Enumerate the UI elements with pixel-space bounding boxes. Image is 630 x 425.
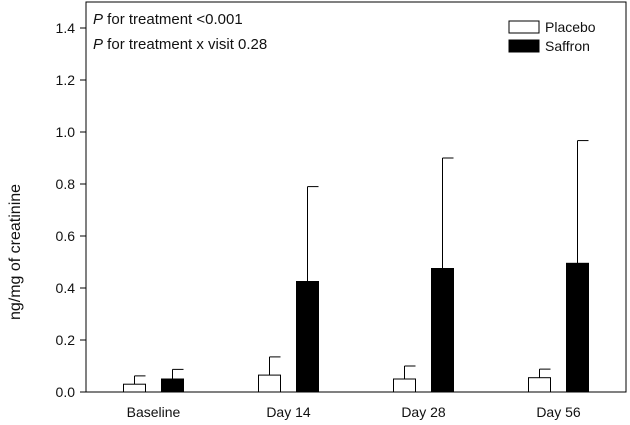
- y-tick-label: 1.4: [56, 20, 76, 36]
- legend-swatch-placebo: [508, 20, 540, 34]
- legend-label-saffron: Saffron: [545, 38, 590, 54]
- bars-group: [123, 262, 589, 393]
- x-tick-label: Baseline: [127, 404, 181, 420]
- bar-placebo-3: [528, 377, 551, 393]
- y-axis-title: ng/mg of creatinine: [7, 184, 24, 320]
- legend-swatch-saffron: [508, 39, 540, 53]
- annotation-treatment: P for treatment <0.001: [93, 11, 243, 28]
- bar-saffron-3: [566, 262, 589, 393]
- annotation-treatment-p: P: [93, 11, 103, 28]
- bar-saffron-2: [431, 268, 454, 393]
- legend: Placebo Saffron: [508, 19, 596, 54]
- legend-label-placebo: Placebo: [545, 19, 596, 35]
- bar-saffron-1: [296, 281, 319, 393]
- y-tick-label: 0.4: [56, 280, 76, 296]
- error-bars-group: [134, 140, 589, 385]
- y-tick-label: 0.8: [56, 176, 76, 192]
- bar-placebo-1: [258, 374, 281, 393]
- bar-saffron-0: [161, 378, 184, 393]
- y-tick-label: 0.2: [56, 332, 76, 348]
- annotation-interaction: P for treatment x visit 0.28: [93, 36, 267, 53]
- y-tick-label: 0.6: [56, 228, 76, 244]
- y-axis: 0.0 0.2 0.4 0.6 0.8 1.0 1.2 1.4: [56, 20, 86, 400]
- annotation-treatment-text: for treatment <0.001: [103, 11, 243, 28]
- y-tick-label: 1.2: [56, 72, 76, 88]
- bar-placebo-0: [123, 383, 146, 393]
- y-tick-label: 1.0: [56, 124, 76, 140]
- x-tick-label: Day 28: [401, 404, 446, 420]
- x-axis: Baseline Day 14 Day 28 Day 56: [127, 404, 581, 420]
- y-tick-label: 0.0: [56, 384, 76, 400]
- annotation-interaction-text: for treatment x visit 0.28: [103, 36, 267, 53]
- annotation-interaction-p: P: [93, 36, 103, 53]
- x-tick-label: Day 56: [536, 404, 581, 420]
- x-tick-label: Day 14: [266, 404, 311, 420]
- bar-placebo-2: [393, 378, 416, 393]
- plot-frame: [85, 1, 627, 393]
